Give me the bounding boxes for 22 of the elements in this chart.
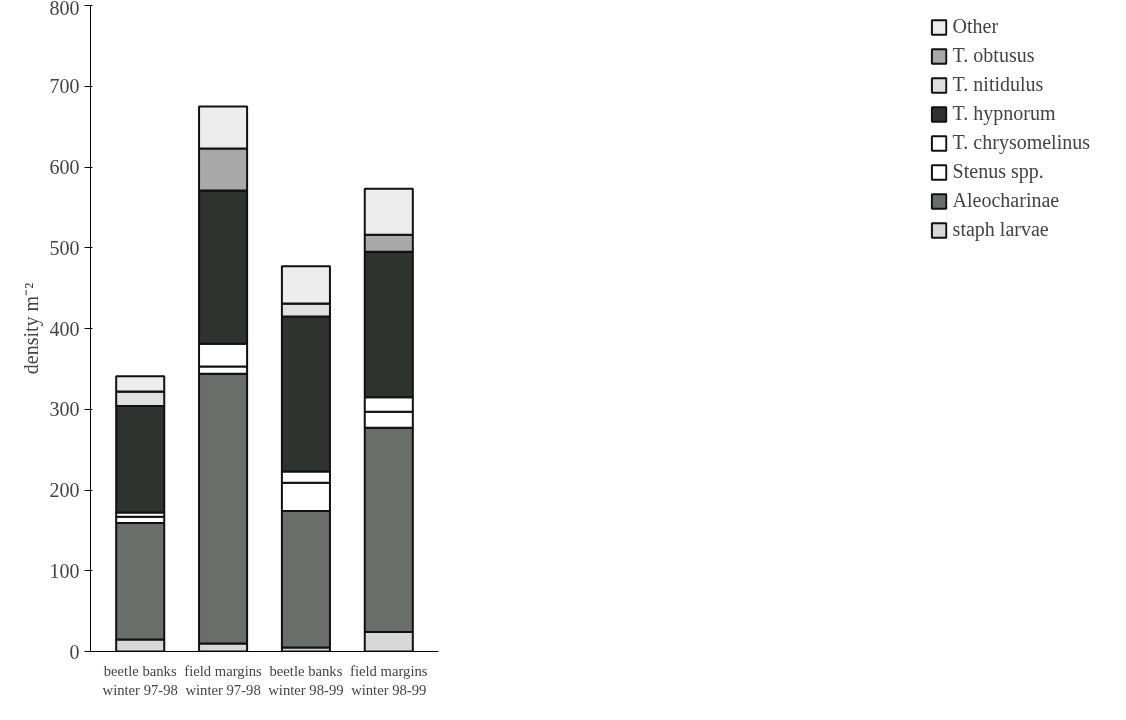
y-axis-title: density m⁻²	[19, 282, 43, 375]
legend-label: Stenus spp.	[952, 160, 1044, 183]
legend-label: Aleocharinae	[952, 189, 1060, 212]
x-tick-label: field margins winter 97-98	[184, 662, 263, 698]
y-tick-label: 800	[49, 0, 80, 19]
y-tick-label: 100	[49, 559, 80, 582]
y-tick-label: 600	[49, 156, 80, 178]
legend-label: T. nitidulus	[952, 73, 1044, 96]
legend-label: T. hypnorum	[952, 102, 1056, 125]
y-tick-label: 200	[49, 479, 80, 501]
x-tick-label: field margins winter 98-99	[350, 662, 428, 698]
y-tick-label: 300	[49, 398, 80, 421]
legend-label: T. chrysomelinus	[952, 131, 1090, 154]
y-tick-label: 0	[69, 640, 80, 663]
x-tick-label: beetle banks winter 98-99	[268, 662, 344, 698]
y-tick-label: 400	[49, 317, 80, 340]
legend-label: Other	[952, 15, 999, 38]
legend-label: T. obtusus	[952, 44, 1035, 67]
legend-label: staph larvae	[952, 218, 1049, 241]
y-tick-label: 500	[49, 236, 80, 259]
y-tick-label: 700	[49, 75, 80, 98]
x-tick-label: beetle banks winter 97-98	[102, 662, 178, 698]
